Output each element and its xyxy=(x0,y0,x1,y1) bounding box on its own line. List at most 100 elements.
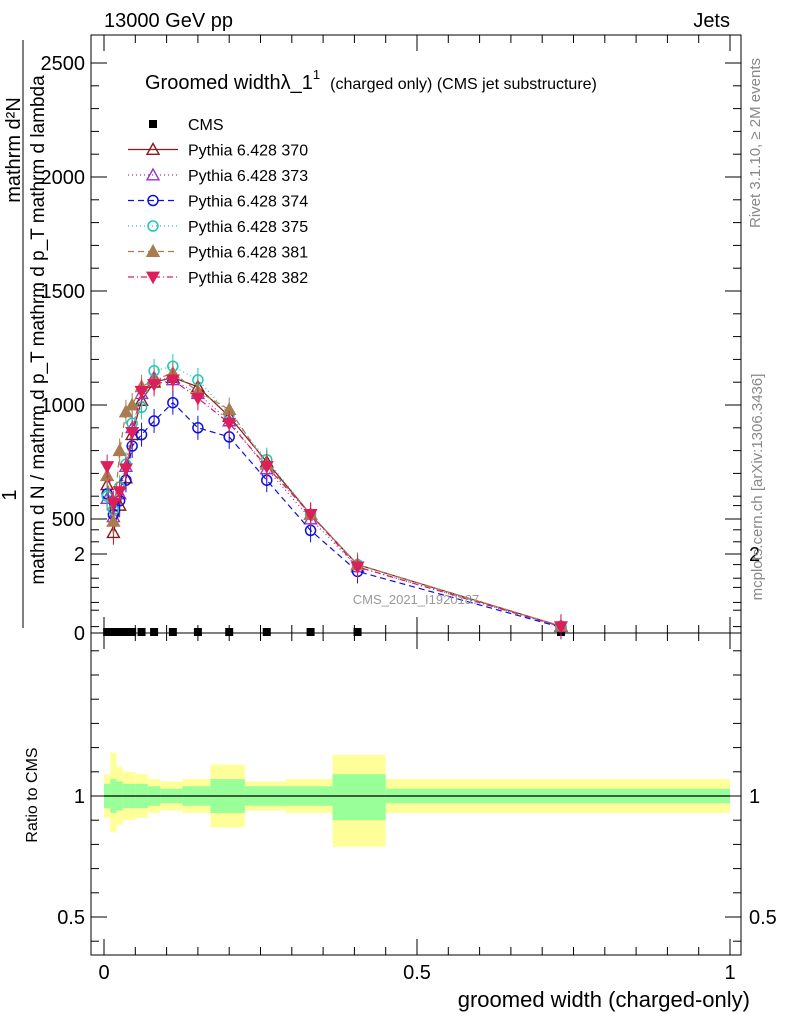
series-6 xyxy=(100,367,568,639)
legend-entry: CMS xyxy=(149,117,224,134)
data-point xyxy=(192,422,204,434)
ratio-ylabel-text: Ratio to CMS xyxy=(24,747,41,842)
legend-entry: Pythia 6.428 370 xyxy=(128,142,308,160)
legend-marker xyxy=(145,244,161,257)
main-ytick-label: 0 xyxy=(74,623,85,645)
data-point xyxy=(167,396,179,409)
ratio-ylabel: Ratio to CMS xyxy=(24,747,41,842)
data-point xyxy=(106,513,121,527)
series-1 xyxy=(99,365,569,639)
header-right-label: Jets xyxy=(693,10,730,32)
ylabel-bottom-text: mathrm d N / mathrm d p_T mathrm d p_T m… xyxy=(28,75,49,585)
ylabel-numerator: mathrm d²N xyxy=(3,97,25,203)
main-ytick-label: 2500 xyxy=(41,53,86,75)
ylabel-top: 1 xyxy=(0,489,21,500)
data-point xyxy=(115,628,124,636)
data-point xyxy=(148,415,160,427)
data-point xyxy=(128,628,137,636)
ratio-ytick-label: 0.5 xyxy=(57,907,85,929)
data-point xyxy=(222,417,237,431)
legend-marker xyxy=(147,220,159,232)
main-ytick-label: 1500 xyxy=(41,281,86,303)
series-0 xyxy=(103,628,565,636)
data-point xyxy=(125,426,140,440)
data-point xyxy=(124,397,140,411)
data-point xyxy=(109,628,118,636)
data-point xyxy=(168,628,177,636)
legend-label: Pythia 6.428 374 xyxy=(188,194,308,211)
data-point xyxy=(350,561,365,575)
rivet-side-text: Rivet 3.1.10, ≥ 2M events xyxy=(747,58,764,228)
main-ticks: 0 500 1000 1500 2000 2500 xyxy=(41,35,741,645)
data-point xyxy=(137,628,146,636)
watermark-label: CMS_2021_I1920187 xyxy=(353,592,480,607)
chart-title-suffix: (charged only) (CMS jet substructure) xyxy=(330,76,597,93)
ratio-ytick-label: 1 xyxy=(74,786,85,808)
chart-title: Groomed widthλ_11 (charged only) (CMS jet… xyxy=(145,67,597,94)
data-point xyxy=(135,428,148,441)
data-point xyxy=(147,379,162,392)
ratio-inner-band xyxy=(332,774,386,821)
xtick-label: 0 xyxy=(98,962,109,984)
ratio-ticks: 0.5 0.5 1 1 2 2 0 0.5 1 xyxy=(57,505,777,984)
series-5 xyxy=(99,361,569,639)
series-3 xyxy=(101,390,567,640)
series-line xyxy=(106,401,562,628)
legend-entry: Pythia 6.428 374 xyxy=(128,194,308,211)
legend-marker xyxy=(147,194,159,207)
header-left-label: 13000 GeV pp xyxy=(104,10,233,32)
series-line xyxy=(106,379,562,628)
ylabel-top-text: 1 xyxy=(0,489,21,500)
ylabel-numerator-text: mathrm d²N xyxy=(3,97,25,203)
ratio-ytick-label: 2 xyxy=(74,544,85,566)
data-point xyxy=(106,525,121,539)
data-point xyxy=(134,385,149,399)
data-point xyxy=(112,443,127,457)
main-ytick-label: 500 xyxy=(52,509,85,531)
legend-label: CMS xyxy=(188,117,224,134)
ylabel-bottom: mathrm d N / mathrm d p_T mathrm d p_T m… xyxy=(28,75,49,585)
data-point xyxy=(112,486,127,499)
rivet-side-label: Rivet 3.1.10, ≥ 2M events xyxy=(747,58,764,228)
legend-marker xyxy=(145,142,161,156)
data-point xyxy=(303,509,318,522)
series-line xyxy=(106,372,562,627)
main-ytick-label: 1000 xyxy=(41,395,86,417)
mcplots-side-label: mcplots.cern.ch [arXiv:1306.3436] xyxy=(749,374,766,601)
ratio-ytick-label-right: 1 xyxy=(749,786,760,808)
data-point xyxy=(553,621,568,634)
series-4 xyxy=(101,354,567,639)
data-point xyxy=(150,628,159,636)
xtick-label: 0.5 xyxy=(403,962,431,984)
data-point xyxy=(353,628,362,636)
series-line xyxy=(106,376,562,628)
data-point xyxy=(103,628,112,636)
legend-marker xyxy=(145,271,161,285)
ratio-frame xyxy=(90,632,742,956)
xaxis-label: groomed width (charged-only) xyxy=(458,987,750,1012)
legend-entry: Pythia 6.428 375 xyxy=(128,219,308,236)
data-point xyxy=(121,628,130,636)
mcplots-side-text: mcplots.cern.ch [arXiv:1306.3436] xyxy=(749,374,766,601)
data-point xyxy=(118,404,134,418)
legend-label: Pythia 6.428 381 xyxy=(188,245,308,262)
ratio-marks xyxy=(104,752,730,847)
legend: CMS Pythia 6.428 370 Pythia 6.428 373 Pythi… xyxy=(128,117,308,287)
main-marks xyxy=(99,354,569,640)
series-line xyxy=(106,376,562,627)
data-point xyxy=(259,461,274,474)
legend-marker xyxy=(145,167,161,181)
legend-entry: Pythia 6.428 382 xyxy=(128,270,308,287)
legend-label: Pythia 6.428 373 xyxy=(188,168,308,185)
data-point xyxy=(262,628,271,636)
series-line xyxy=(106,365,562,627)
data-point xyxy=(306,628,315,636)
main-ytick-label: 2000 xyxy=(41,167,86,189)
ratio-ytick-label-right: 0.5 xyxy=(749,907,777,929)
data-point xyxy=(165,374,180,388)
data-point xyxy=(118,463,133,477)
legend-marker xyxy=(149,120,157,128)
chart-title-main: Groomed widthλ_1 xyxy=(145,72,313,94)
data-point xyxy=(190,392,205,406)
